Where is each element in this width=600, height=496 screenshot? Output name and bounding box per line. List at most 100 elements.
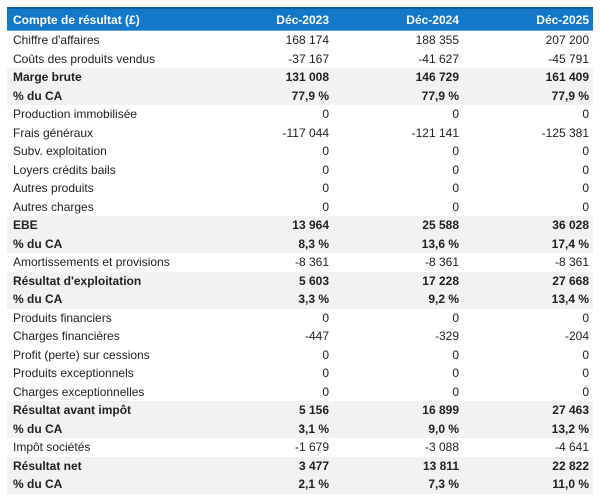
value-cell: 3,1 %	[203, 419, 333, 438]
value-cell: 0	[463, 345, 593, 364]
value-cell: 0	[203, 142, 333, 161]
row-label-cell: Amortissements et provisions	[7, 253, 203, 272]
value-cell: 77,9 %	[203, 86, 333, 105]
table-row: EBE 13 964 25 588 36 028	[7, 216, 593, 235]
header-row: Compte de résultat (£) Déc-2023 Déc-2024…	[7, 7, 593, 31]
table-row: % du CA 2,1 % 7,3 % 11,0 %	[7, 475, 593, 494]
table-row: Charges financières -447 -329 -204	[7, 327, 593, 346]
value-cell: 0	[463, 382, 593, 401]
value-cell: -8 361	[463, 253, 593, 272]
table-row: % du CA 3,3 % 9,2 % 13,4 %	[7, 290, 593, 309]
row-label-cell: Marge brute	[7, 68, 203, 87]
value-cell: 77,9 %	[463, 86, 593, 105]
column-header-dec-2024: Déc-2024	[333, 7, 463, 31]
row-label-cell: Impôt sociétés	[7, 438, 203, 457]
value-cell: 11,0 %	[463, 475, 593, 494]
value-cell: 13,4 %	[463, 290, 593, 309]
value-cell: 131 008	[203, 68, 333, 87]
header-title: Compte de résultat (£)	[7, 7, 203, 31]
value-cell: 0	[333, 197, 463, 216]
value-cell: 27 668	[463, 271, 593, 290]
row-label-cell: % du CA	[7, 290, 203, 309]
value-cell: 13 964	[203, 216, 333, 235]
row-label-cell: % du CA	[7, 86, 203, 105]
table-row: Produits financiers 0 0 0	[7, 308, 593, 327]
value-cell: 0	[463, 179, 593, 198]
value-cell: 5 603	[203, 271, 333, 290]
income-statement-table: Compte de résultat (£) Déc-2023 Déc-2024…	[7, 7, 593, 494]
row-label-cell: Charges financières	[7, 327, 203, 346]
value-cell: 188 355	[333, 30, 463, 50]
value-cell: -37 167	[203, 49, 333, 68]
value-cell: -8 361	[203, 253, 333, 272]
value-cell: 146 729	[333, 68, 463, 87]
value-cell: 3 477	[203, 456, 333, 475]
row-label-cell: Profit (perte) sur cessions	[7, 345, 203, 364]
table-row: Chiffre d'affaires 168 174 188 355 207 200	[7, 30, 593, 50]
value-cell: 25 588	[333, 216, 463, 235]
column-header-dec-2025: Déc-2025	[463, 7, 593, 31]
row-label-cell: Résultat avant impôt	[7, 401, 203, 420]
value-cell: 0	[333, 179, 463, 198]
table-header: Compte de résultat (£) Déc-2023 Déc-2024…	[7, 7, 593, 31]
value-cell: 0	[333, 364, 463, 383]
row-label-cell: Autres produits	[7, 179, 203, 198]
table-row: Impôt sociétés -1 679 -3 088 -4 641	[7, 438, 593, 457]
value-cell: 17 228	[333, 271, 463, 290]
value-cell: 207 200	[463, 30, 593, 50]
value-cell: 13,6 %	[333, 234, 463, 253]
table-row: Résultat net 3 477 13 811 22 822	[7, 456, 593, 475]
value-cell: 0	[203, 308, 333, 327]
value-cell: 0	[333, 345, 463, 364]
row-label-cell: Charges exceptionnelles	[7, 382, 203, 401]
value-cell: -121 141	[333, 123, 463, 142]
value-cell: -3 088	[333, 438, 463, 457]
value-cell: 0	[463, 105, 593, 124]
row-label-cell: % du CA	[7, 419, 203, 438]
table-row: Marge brute 131 008 146 729 161 409	[7, 68, 593, 87]
row-label-cell: EBE	[7, 216, 203, 235]
value-cell: 0	[333, 142, 463, 161]
row-label-cell: Produits exceptionnels	[7, 364, 203, 383]
value-cell: 0	[333, 105, 463, 124]
table-row: % du CA 77,9 % 77,9 % 77,9 %	[7, 86, 593, 105]
table-row: Production immobilisée 0 0 0	[7, 105, 593, 124]
row-label-cell: Loyers crédits bails	[7, 160, 203, 179]
value-cell: -8 361	[333, 253, 463, 272]
row-label-cell: Coûts des produits vendus	[7, 49, 203, 68]
value-cell: 3,3 %	[203, 290, 333, 309]
value-cell: 16 899	[333, 401, 463, 420]
table-row: Résultat d'exploitation 5 603 17 228 27 668	[7, 271, 593, 290]
value-cell: 77,9 %	[333, 86, 463, 105]
row-label-cell: Autres charges	[7, 197, 203, 216]
income-statement-report: Compte de résultat (£) Déc-2023 Déc-2024…	[7, 7, 593, 494]
table-row: % du CA 8,3 % 13,6 % 17,4 %	[7, 234, 593, 253]
table-body: Chiffre d'affaires 168 174 188 355 207 200 C…	[7, 30, 593, 494]
table-row: Autres charges 0 0 0	[7, 197, 593, 216]
value-cell: 0	[203, 382, 333, 401]
table-row: Produits exceptionnels 0 0 0	[7, 364, 593, 383]
value-cell: 17,4 %	[463, 234, 593, 253]
table-row: Profit (perte) sur cessions 0 0 0	[7, 345, 593, 364]
table-row: Autres produits 0 0 0	[7, 179, 593, 198]
table-row: Charges exceptionnelles 0 0 0	[7, 382, 593, 401]
value-cell: 0	[333, 308, 463, 327]
table-row: Résultat avant impôt 5 156 16 899 27 463	[7, 401, 593, 420]
row-label-cell: Produits financiers	[7, 308, 203, 327]
row-label-cell: Subv. exploitation	[7, 142, 203, 161]
value-cell: 0	[203, 197, 333, 216]
value-cell: 5 156	[203, 401, 333, 420]
value-cell: 27 463	[463, 401, 593, 420]
value-cell: -45 791	[463, 49, 593, 68]
value-cell: 0	[333, 382, 463, 401]
table-row: Amortissements et provisions -8 361 -8 361…	[7, 253, 593, 272]
value-cell: -204	[463, 327, 593, 346]
value-cell: 8,3 %	[203, 234, 333, 253]
row-label-cell: Production immobilisée	[7, 105, 203, 124]
value-cell: 0	[203, 345, 333, 364]
value-cell: 0	[463, 160, 593, 179]
table-row: Subv. exploitation 0 0 0	[7, 142, 593, 161]
value-cell: 0	[463, 142, 593, 161]
value-cell: -1 679	[203, 438, 333, 457]
value-cell: 2,1 %	[203, 475, 333, 494]
